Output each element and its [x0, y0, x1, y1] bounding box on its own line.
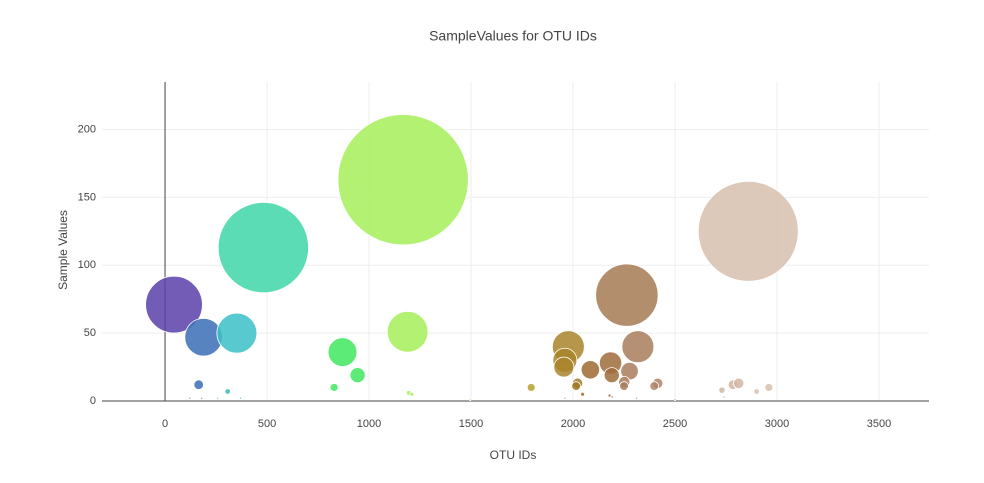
x-tick-label: 3000: [765, 418, 789, 430]
chart-title: SampleValues for OTU IDs: [429, 28, 597, 44]
bubble: [621, 330, 655, 364]
bubble: [580, 360, 600, 380]
bubble: [526, 383, 536, 392]
bubble: [649, 381, 660, 391]
bubble: [337, 114, 469, 246]
x-tick-label: 2000: [561, 418, 585, 430]
y-tick-label: 100: [78, 259, 96, 271]
x-axis-label: OTU IDs: [490, 448, 537, 462]
bubble: [607, 393, 612, 398]
bubble: [553, 356, 575, 378]
bubble: [718, 386, 726, 394]
bubble: [673, 398, 677, 402]
bubble: [239, 396, 242, 400]
bubble: [697, 180, 799, 282]
bubble: [193, 379, 204, 390]
bubble: [216, 312, 258, 354]
bubble: [145, 275, 203, 334]
bubble: [200, 396, 204, 400]
bubble: [580, 391, 586, 397]
bubble: [619, 381, 629, 391]
bubble: [603, 367, 620, 384]
bubble: [224, 388, 231, 395]
x-tick-label: 2500: [663, 418, 687, 430]
x-tick-label: 0: [162, 418, 168, 430]
bubble: [635, 396, 639, 400]
bubble: [610, 395, 614, 399]
bubble: [722, 395, 726, 399]
x-tick-label: 1000: [357, 418, 381, 430]
bubble: [468, 398, 472, 402]
y-tick-label: 50: [84, 327, 96, 339]
x-tick-label: 500: [258, 418, 276, 430]
x-tick-label: 1500: [459, 418, 483, 430]
bubble: [217, 202, 309, 294]
bubble: [349, 367, 366, 384]
bubble: [329, 383, 339, 392]
bubble: [327, 337, 358, 367]
bubble: [733, 377, 745, 389]
bubble: [563, 396, 567, 400]
y-tick-label: 150: [78, 191, 96, 203]
bubble: [216, 396, 220, 400]
y-tick-label: 0: [90, 395, 96, 407]
y-tick-label: 200: [78, 123, 96, 135]
x-tick-label: 3500: [867, 418, 891, 430]
bubble: [409, 391, 415, 397]
bubble: [571, 381, 581, 391]
bubble: [386, 310, 429, 353]
bubble: [595, 263, 659, 327]
bubble: [764, 383, 774, 392]
bubble: [188, 396, 192, 400]
y-axis-label: Sample Values: [56, 210, 70, 290]
bubble: [184, 318, 223, 357]
bubble: [753, 388, 760, 395]
